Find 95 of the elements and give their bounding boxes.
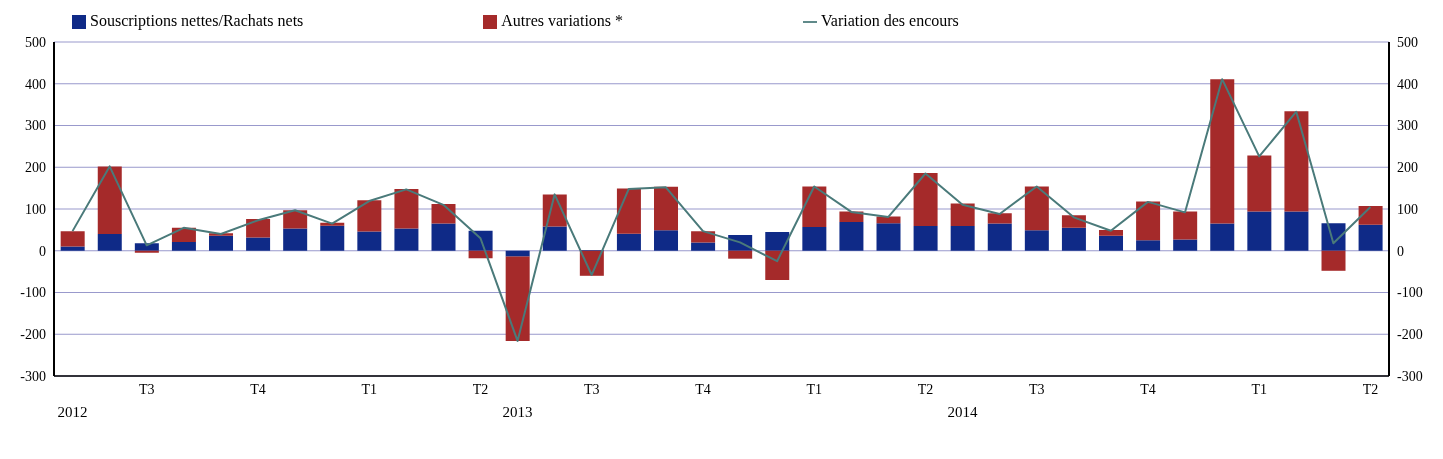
- x-tick-label: T4: [695, 381, 711, 397]
- bar: [1321, 250, 1346, 271]
- bar: [1247, 211, 1272, 251]
- bar: [1099, 229, 1124, 236]
- bar: [283, 228, 308, 251]
- bar: [320, 222, 345, 226]
- bar: [97, 166, 122, 235]
- bar: [60, 246, 85, 251]
- line-series: [71, 78, 1372, 342]
- bar: [394, 188, 419, 229]
- bar: [950, 226, 975, 251]
- x-tick-label: T2: [472, 381, 489, 397]
- x-tick-label: T3: [138, 381, 155, 397]
- bar: [1210, 223, 1235, 251]
- bar: [1284, 211, 1309, 251]
- bar: [431, 223, 456, 251]
- bar: [1136, 201, 1161, 241]
- bar: [1061, 227, 1086, 251]
- bar: [505, 250, 530, 257]
- bar: [654, 186, 679, 231]
- bar: [1173, 211, 1198, 240]
- y2-tick-label: 400: [1397, 76, 1418, 92]
- bar: [97, 234, 122, 251]
- bar: [765, 250, 790, 280]
- bar: [876, 223, 901, 251]
- bar: [171, 241, 196, 251]
- bar: [60, 231, 85, 247]
- y-tick-label: 200: [25, 160, 46, 176]
- y2-tick-label: 0: [1397, 243, 1404, 259]
- x-tick-label: T4: [1140, 381, 1156, 397]
- x-tick-label: T4: [250, 381, 266, 397]
- y2-tick-label: -300: [1397, 368, 1423, 384]
- text: 2013: [502, 404, 533, 421]
- bar: [1358, 206, 1383, 225]
- legend-label: Souscriptions nettes/Rachats nets: [90, 12, 304, 29]
- bar: [1210, 79, 1235, 224]
- bar: [394, 228, 419, 251]
- x-tick-label: T1: [361, 381, 377, 397]
- bar: [1024, 230, 1049, 251]
- y2-tick-label: 500: [1397, 34, 1418, 50]
- x-tick-label: T1: [1251, 381, 1267, 397]
- y-tick-label: 500: [25, 34, 46, 50]
- bar: [1358, 224, 1383, 251]
- bar: [1284, 111, 1309, 212]
- bar: [987, 213, 1012, 224]
- bar: [320, 225, 345, 251]
- bar: [913, 173, 938, 227]
- y-tick-label: 400: [25, 76, 46, 92]
- bar: [913, 226, 938, 251]
- bar: [357, 200, 382, 232]
- bar: [431, 203, 456, 224]
- y-tick-label: 100: [25, 201, 46, 217]
- y2-tick-label: -100: [1397, 285, 1423, 301]
- x-tick-label: T2: [917, 381, 934, 397]
- bar: [134, 243, 159, 251]
- legend-label: Variation des encours: [821, 12, 959, 29]
- y-tick-label: -100: [20, 285, 46, 301]
- bar: [1136, 240, 1161, 251]
- bar: [728, 250, 753, 259]
- y-tick-label: -200: [20, 327, 46, 343]
- bar: [246, 219, 271, 238]
- bar: [616, 233, 641, 251]
- bar: [950, 203, 975, 227]
- y-tick-label: 300: [25, 118, 46, 134]
- bar: [1173, 239, 1198, 251]
- legend-label: Autres variations *: [501, 12, 624, 29]
- y-tick-label: 0: [39, 243, 46, 259]
- bar: [691, 242, 716, 251]
- bar: [246, 237, 271, 251]
- bar: [987, 223, 1012, 251]
- x-tick-label: T3: [583, 381, 600, 397]
- y2-tick-label: 300: [1397, 118, 1418, 134]
- bar: [209, 235, 234, 251]
- bar: [1099, 235, 1124, 251]
- bar: [1247, 155, 1272, 212]
- x-tick-label: T3: [1028, 381, 1045, 397]
- y2-tick-label: 100: [1397, 201, 1418, 217]
- y2-tick-label: -200: [1397, 327, 1423, 343]
- x-tick-label: T1: [806, 381, 822, 397]
- bar: [1024, 186, 1049, 231]
- bar: [505, 256, 530, 341]
- bar: [357, 231, 382, 251]
- bar: [839, 221, 864, 251]
- bar: [654, 230, 679, 251]
- text: 2012: [57, 404, 88, 421]
- bar: [542, 226, 567, 251]
- bar: [802, 226, 827, 251]
- bar: [134, 250, 159, 253]
- y-tick-label: -300: [20, 368, 46, 384]
- x-tick-label: T2: [1362, 381, 1379, 397]
- bar: [616, 188, 641, 234]
- bar: [802, 186, 827, 227]
- y2-tick-label: 200: [1397, 160, 1418, 176]
- bar: [765, 231, 790, 251]
- text: 2014: [947, 404, 978, 421]
